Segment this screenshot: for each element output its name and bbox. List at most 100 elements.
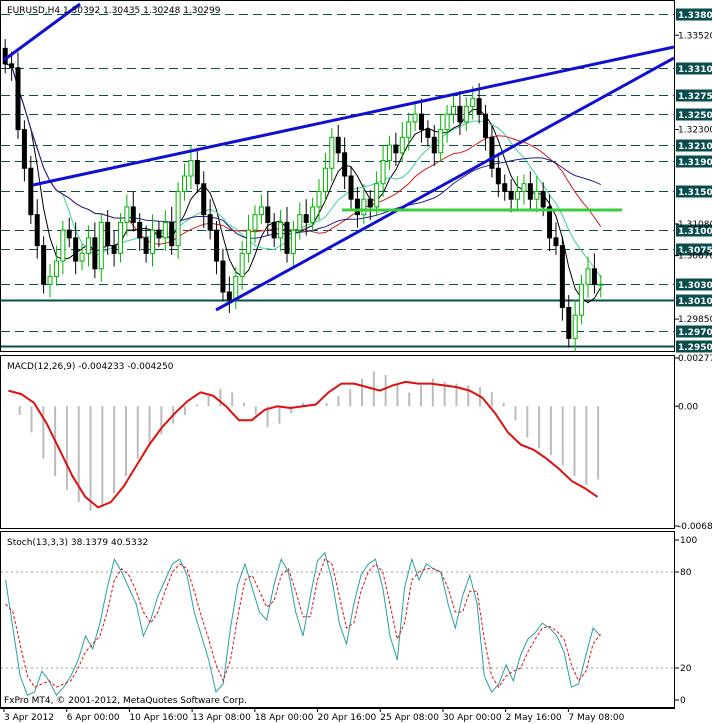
candle-body xyxy=(92,237,98,270)
level-tag xyxy=(676,224,712,237)
candle-body xyxy=(310,206,316,223)
candle-body xyxy=(361,198,367,216)
copyright-text: FxPro MT4, © 2001-2012, MetaQuotes Softw… xyxy=(4,696,247,706)
trendline-top-left[interactable] xyxy=(3,2,81,62)
candle-body xyxy=(566,306,572,339)
price-axis: 1.33800 1.33100 1.32750 1.32500 1.32100 1.319… xyxy=(675,8,712,353)
trendline-lower-channel[interactable] xyxy=(215,56,675,312)
candle-body xyxy=(559,245,565,308)
candle-body xyxy=(329,136,335,169)
candle-body xyxy=(201,183,207,216)
candle-body xyxy=(226,291,232,301)
candle-body xyxy=(297,214,303,231)
time-tick-label: 6 Apr 00:00 xyxy=(67,713,120,723)
stoch-panel-frame xyxy=(0,531,675,708)
macd-panel-frame xyxy=(0,355,675,529)
candle-body xyxy=(303,214,309,223)
stoch-tick-label: 20 xyxy=(680,664,692,674)
candle-body xyxy=(470,98,476,107)
candle-body xyxy=(41,245,47,285)
candle-body xyxy=(489,136,495,169)
ma-fast-line xyxy=(5,63,602,304)
macd-tick-label: -0.00687 xyxy=(678,522,712,532)
price-panel-frame xyxy=(0,0,675,352)
candle-body xyxy=(117,221,123,254)
candle-body xyxy=(399,136,405,154)
horizontal-levels xyxy=(1,14,675,348)
candle-body xyxy=(553,237,559,247)
candle-body xyxy=(79,252,85,262)
candle-body xyxy=(34,214,40,247)
price-tick-label: 1.30670 xyxy=(678,252,712,262)
candle-body xyxy=(290,229,296,254)
time-tick-label: 25 Apr 08:00 xyxy=(380,713,439,723)
candle-body xyxy=(393,144,399,154)
macd-signal-line xyxy=(8,380,599,509)
level-tag-label: 1.30300 xyxy=(678,281,712,291)
level-tag xyxy=(676,185,712,198)
candle-body xyxy=(66,229,72,239)
candle-body xyxy=(585,268,591,285)
candle-body xyxy=(316,190,322,208)
level-tag-label: 1.33100 xyxy=(678,65,712,75)
macd-axis: 0.00277 0.00 -0.00687 xyxy=(675,354,712,532)
candle-body xyxy=(598,283,604,286)
level-tag xyxy=(676,139,712,152)
level-tag xyxy=(676,325,712,338)
level-tag-label: 1.32500 xyxy=(678,111,712,121)
candle-body xyxy=(380,160,386,185)
time-tick-label: 13 Apr 08:00 xyxy=(192,713,251,723)
candle-body xyxy=(271,221,277,239)
candle-body xyxy=(169,221,175,247)
level-tag xyxy=(676,278,712,291)
level-tag-label: 1.33800 xyxy=(678,11,712,21)
ma-slow-line xyxy=(5,63,602,245)
candle-body xyxy=(2,47,8,65)
candle-body xyxy=(143,237,149,254)
time-tick-label: 2 May 16:00 xyxy=(506,713,562,723)
candle-body xyxy=(214,229,220,262)
level-tag-label: 1.29500 xyxy=(678,343,712,353)
stoch-signal-line xyxy=(5,558,601,689)
candle-body xyxy=(335,136,341,154)
candle-body xyxy=(483,113,489,138)
candle-body xyxy=(239,252,245,278)
time-tick-label: 10 Apr 16:00 xyxy=(129,713,188,723)
level-tag-label: 1.31500 xyxy=(678,188,712,198)
candle-body xyxy=(547,206,553,239)
candle-body xyxy=(374,183,380,208)
trendlines[interactable] xyxy=(3,2,675,312)
candle-body xyxy=(182,175,188,192)
candle-body xyxy=(130,206,136,223)
time-tick-label: 7 May 08:00 xyxy=(568,713,624,723)
time-axis: 3 Apr 2012 6 Apr 00:00 10 Apr 16:00 13 Apr … xyxy=(3,708,625,723)
time-tick-label: 18 Apr 00:00 xyxy=(255,713,314,723)
candle-body xyxy=(21,129,27,169)
macd-series xyxy=(8,371,600,511)
candle-body xyxy=(438,129,444,154)
macd-tick-label: 0.00277 xyxy=(678,354,712,364)
price-tick-label: 1.33520 xyxy=(678,31,712,41)
candle-body xyxy=(418,113,424,131)
candle-body xyxy=(354,198,360,216)
candle-body xyxy=(175,190,181,247)
time-tick-label: 3 Apr 2012 xyxy=(4,713,54,723)
level-tag xyxy=(676,155,712,168)
candle-body xyxy=(444,113,450,131)
candle-body xyxy=(15,67,21,131)
candle-body xyxy=(348,175,354,200)
time-tick-label: 30 Apr 00:00 xyxy=(443,713,502,723)
candle-body xyxy=(47,276,53,285)
ma-long-line xyxy=(5,63,602,239)
candle-body xyxy=(98,221,104,270)
candle-body xyxy=(534,190,540,200)
trendline-upper-channel[interactable] xyxy=(32,45,675,187)
candle-body xyxy=(188,160,194,177)
candle-body xyxy=(150,229,155,254)
stoch-axis: 100 80 20 0 xyxy=(675,536,697,706)
candle-body xyxy=(246,229,252,254)
candle-body xyxy=(105,221,111,247)
level-tag xyxy=(676,243,712,256)
